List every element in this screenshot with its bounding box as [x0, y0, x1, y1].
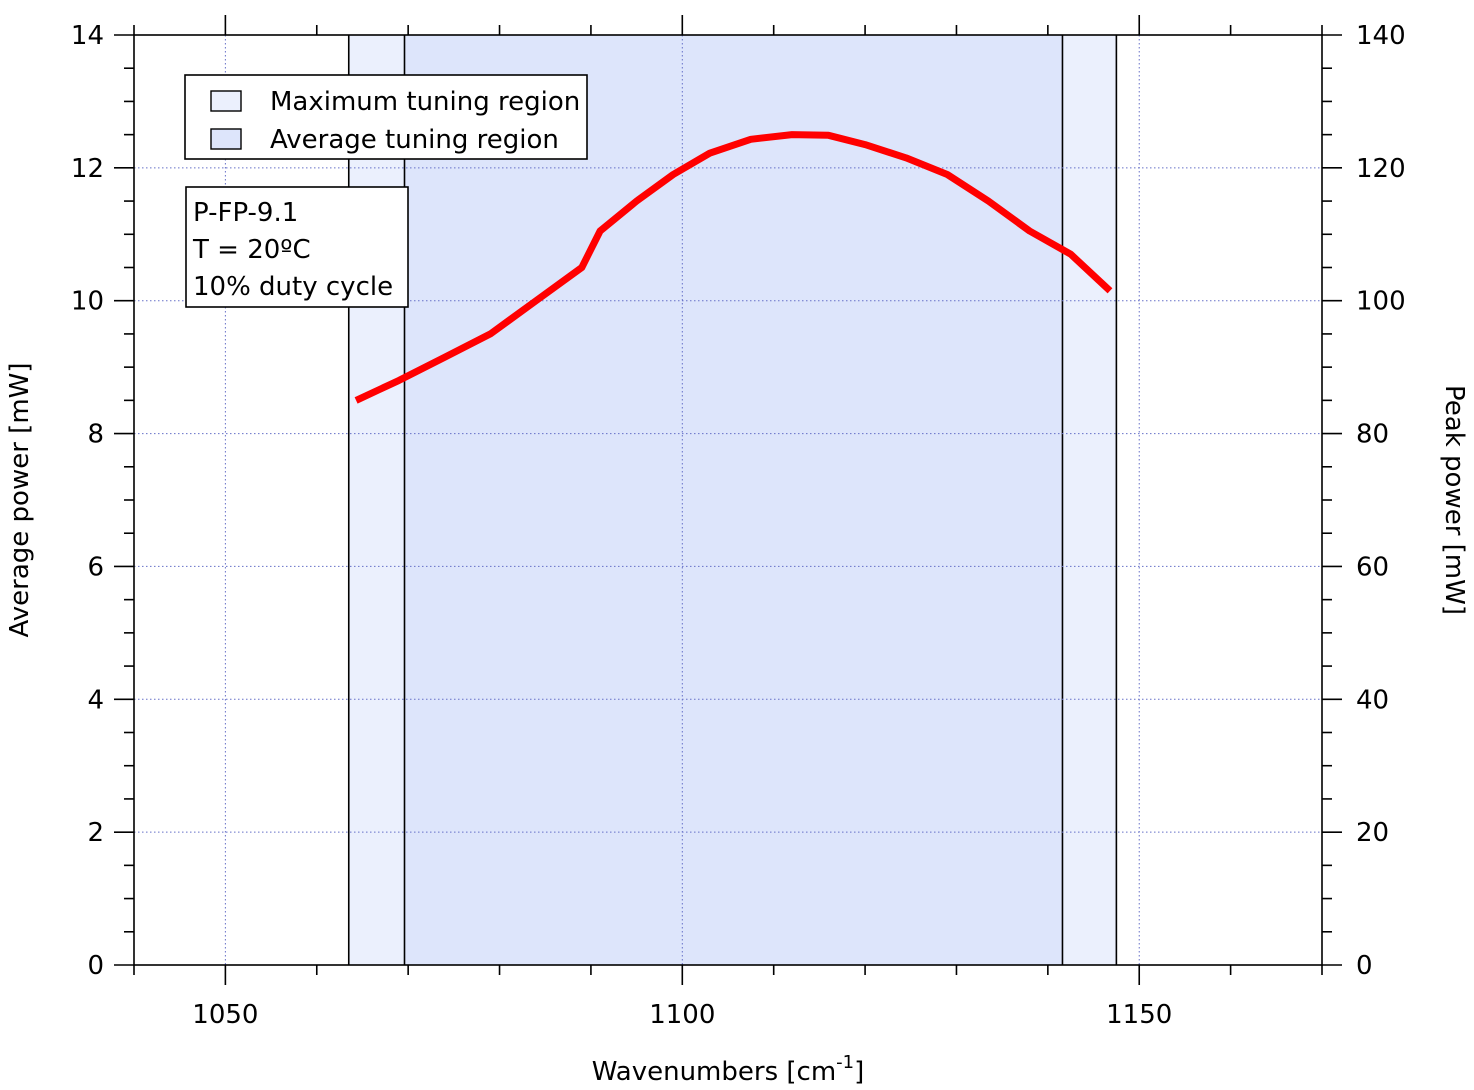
x-axis-title-suffix: ]	[854, 1057, 864, 1087]
y-left-tick-label-10: 10	[71, 287, 104, 317]
y-right-tick-label-60: 60	[1356, 552, 1389, 582]
y-right-tick-label-140: 140	[1356, 21, 1406, 51]
y-left-tick-label-2: 2	[87, 818, 104, 848]
y-right-tick-label-100: 100	[1356, 287, 1406, 317]
annotation-temperature: T = 20ºC	[192, 235, 311, 265]
x-axis-title-main: Wavenumbers [cm	[592, 1057, 836, 1087]
y-left-tick-label-0: 0	[87, 951, 104, 981]
annotation-duty-cycle: 10% duty cycle	[193, 272, 393, 302]
annotation-frame	[185, 186, 409, 308]
y-axis-left-title: Average power [mW]	[5, 363, 35, 638]
annotation-box: P-FP-9.1 T = 20ºC 10% duty cycle	[185, 186, 409, 308]
y-left-tick-label-4: 4	[87, 685, 104, 715]
legend-swatch-maximum	[210, 90, 242, 112]
y-left-tick-label-8: 8	[87, 420, 104, 450]
x-tick-label-1150: 1150	[1106, 1000, 1172, 1030]
legend-box	[184, 74, 588, 160]
y-right-tick-label-120: 120	[1356, 154, 1406, 184]
y-right-tick-label-80: 80	[1356, 420, 1389, 450]
series-line-0	[354, 131, 1113, 404]
legend-label-maximum: Maximum tuning region	[270, 87, 580, 117]
legend-swatch-average	[210, 128, 242, 150]
x-axis-title: Wavenumbers [cm-1]	[592, 1052, 865, 1087]
region-fill-1	[404, 35, 1063, 965]
tuning-regions	[347, 35, 1118, 965]
grid-lines	[134, 35, 1322, 965]
series-layer	[354, 131, 1113, 404]
y-right-tick-label-40: 40	[1356, 685, 1389, 715]
annotation-device: P-FP-9.1	[193, 198, 298, 228]
y-left-tick-label-12: 12	[71, 154, 104, 184]
y-right-tick-label-20: 20	[1356, 818, 1389, 848]
x-axis-title-superscript: -1	[836, 1052, 854, 1073]
x-tick-label-1100: 1100	[649, 1000, 715, 1030]
axis-ticks	[114, 15, 1342, 985]
legend-label-average: Average tuning region	[270, 125, 559, 155]
x-tick-label-1050: 1050	[192, 1000, 258, 1030]
y-left-tick-label-14: 14	[71, 21, 104, 51]
legend: Maximum tuning region Average tuning reg…	[184, 74, 588, 160]
y-left-tick-label-6: 6	[87, 552, 104, 582]
y-axis-right-title: Peak power [mW]	[1439, 385, 1469, 615]
y-right-tick-label-0: 0	[1356, 951, 1373, 981]
tick-labels: 1050 1100 11500246810121402040608010012014…	[71, 21, 1406, 1030]
